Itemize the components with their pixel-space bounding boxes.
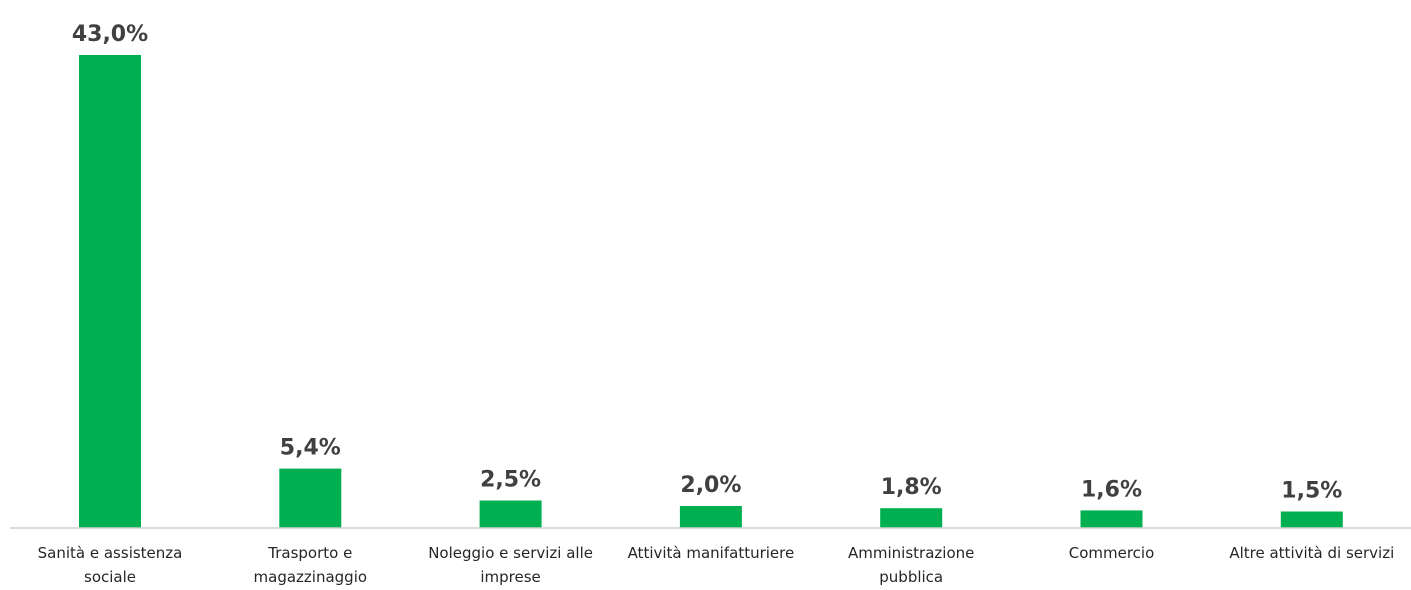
value-label-5: 1,8% bbox=[881, 475, 942, 500]
bar-2 bbox=[279, 468, 342, 528]
bar-3 bbox=[479, 500, 542, 528]
category-label-line: Attività manifatturiere bbox=[628, 544, 795, 562]
category-label-line: Sanità e assistenza bbox=[38, 544, 183, 562]
category-label-2: Trasporto e magazzinaggio bbox=[254, 544, 368, 586]
category-label-1: Sanità e assistenza sociale bbox=[38, 544, 183, 586]
category-label-line: magazzinaggio bbox=[254, 568, 368, 586]
category-label-line: Commercio bbox=[1069, 544, 1155, 562]
bar-4 bbox=[679, 506, 742, 528]
value-label-3: 2,5% bbox=[480, 468, 541, 493]
category-label-line: Trasporto e bbox=[267, 544, 352, 562]
value-labels-layer: 43,0% 5,4% 2,5% 2,0% 1,8% 1,6% 1,5% bbox=[72, 22, 1342, 504]
category-label-5: Amministrazione pubblica bbox=[848, 544, 974, 586]
category-label-line: pubblica bbox=[879, 568, 943, 586]
bars-layer bbox=[79, 55, 1343, 528]
bar-7 bbox=[1280, 511, 1343, 528]
value-label-7: 1,5% bbox=[1281, 479, 1342, 504]
bar-6 bbox=[1080, 510, 1143, 528]
bar-5 bbox=[880, 508, 943, 528]
category-labels-layer: Sanità e assistenza sociale Trasporto e mag… bbox=[38, 544, 1395, 586]
value-label-2: 5,4% bbox=[280, 436, 341, 461]
category-label-line: Noleggio e servizi alle bbox=[428, 544, 593, 562]
value-label-4: 2,0% bbox=[680, 473, 741, 498]
value-label-6: 1,6% bbox=[1081, 477, 1142, 502]
category-label-4: Attività manifatturiere bbox=[628, 544, 795, 562]
category-label-line: sociale bbox=[84, 568, 136, 586]
category-label-3: Noleggio e servizi alle imprese bbox=[428, 544, 593, 586]
bar-1 bbox=[79, 55, 141, 528]
category-label-line: imprese bbox=[480, 568, 540, 586]
category-label-7: Altre attività di servizi bbox=[1229, 544, 1394, 562]
value-label-1: 43,0% bbox=[72, 22, 148, 47]
category-label-6: Commercio bbox=[1069, 544, 1155, 562]
category-label-line: Amministrazione bbox=[848, 544, 974, 562]
category-label-line: Altre attività di servizi bbox=[1229, 544, 1394, 562]
